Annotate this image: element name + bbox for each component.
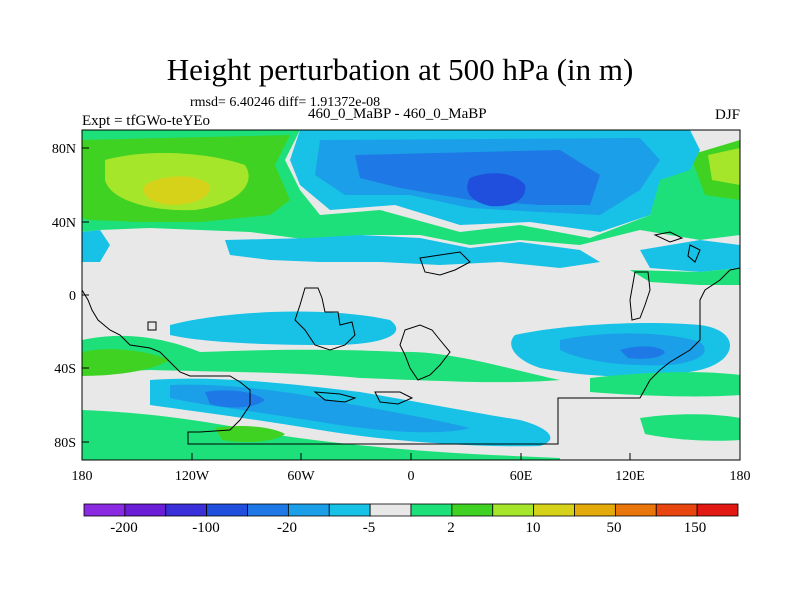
x-axis-labels: 180 120W 60W 0 60E 120E 180	[72, 469, 751, 484]
x-tick-label: 180	[730, 469, 751, 484]
negative-region-south-indian-core	[620, 346, 665, 359]
negative-strip-tropics-west	[82, 230, 110, 262]
colorbar-swatch	[328, 503, 371, 517]
negative-strip-tropics-east	[640, 240, 740, 272]
positive-region-south-pole-core	[215, 426, 285, 442]
page-title: Height perturbation at 500 hPa (in m)	[166, 52, 634, 87]
colorbar-swatch	[492, 503, 535, 517]
colorbar-swatch	[410, 503, 453, 517]
case-label: 460_0_MaBP - 460_0_MaBP	[308, 106, 487, 122]
experiment-label: Expt = tfGWo-teYEo	[82, 113, 211, 129]
positive-region-north-east-core	[708, 148, 740, 185]
colorbar-label: -5	[363, 520, 376, 536]
positive-region-south-pole	[82, 410, 560, 460]
colorbar-swatch	[451, 503, 494, 517]
y-tick-label: 80S	[54, 436, 76, 451]
colorbar-swatch	[124, 503, 167, 517]
colorbar-swatch	[287, 503, 330, 517]
positive-region-south-east	[590, 372, 740, 397]
y-tick-label: 80N	[52, 142, 76, 157]
colorbar-swatch	[83, 503, 126, 517]
contour-field	[82, 130, 740, 460]
land-outline	[82, 231, 740, 445]
x-tick-label: 120W	[175, 469, 210, 484]
y-axis-labels: 80N 40N 0 40S 80S	[52, 142, 76, 451]
colorbar-label: -20	[277, 520, 297, 536]
colorbar-swatch	[533, 503, 575, 517]
colorbar-swatch	[206, 503, 248, 517]
x-tick-label: 60E	[510, 469, 533, 484]
positive-region-south-west-core	[82, 349, 170, 376]
colorbar-swatch	[614, 503, 657, 517]
x-tick-label: 0	[408, 469, 415, 484]
season-label: DJF	[714, 107, 740, 123]
colorbar-label: 10	[526, 520, 541, 536]
colorbar-label: 50	[607, 520, 622, 536]
negative-region-north-core	[467, 173, 526, 207]
y-tick-label: 40N	[52, 216, 76, 231]
stats-text: rmsd= 6.40246 diff= 1.91372e-08	[190, 95, 381, 110]
colorbar	[83, 503, 739, 517]
positive-strip-tropics-east	[630, 268, 740, 285]
colorbar-label: -200	[110, 520, 138, 536]
colorbar-swatch	[655, 503, 698, 517]
positive-region-north-west-peak	[143, 176, 211, 205]
x-tick-label: 60W	[287, 469, 315, 484]
colorbar-labels: -200 -100 -20 -5 2 10 50 150	[110, 520, 706, 536]
colorbar-label: -100	[192, 520, 220, 536]
colorbar-swatch	[696, 503, 739, 517]
colorbar-swatch	[247, 503, 289, 517]
colorbar-swatch	[369, 503, 412, 517]
y-tick-label: 40S	[54, 362, 76, 377]
colorbar-label: 150	[684, 520, 707, 536]
colorbar-swatch	[574, 503, 616, 517]
colorbar-swatch	[165, 503, 208, 517]
positive-region-south-mid	[82, 335, 560, 383]
colorbar-label: 2	[447, 520, 455, 536]
positive-region-south-pole-east	[640, 414, 740, 441]
x-tick-label: 180	[72, 469, 93, 484]
y-tick-label: 0	[69, 289, 76, 304]
negative-strip-tropics-mid	[225, 235, 600, 268]
tick-marks	[81, 147, 741, 460]
x-tick-label: 120E	[615, 469, 645, 484]
